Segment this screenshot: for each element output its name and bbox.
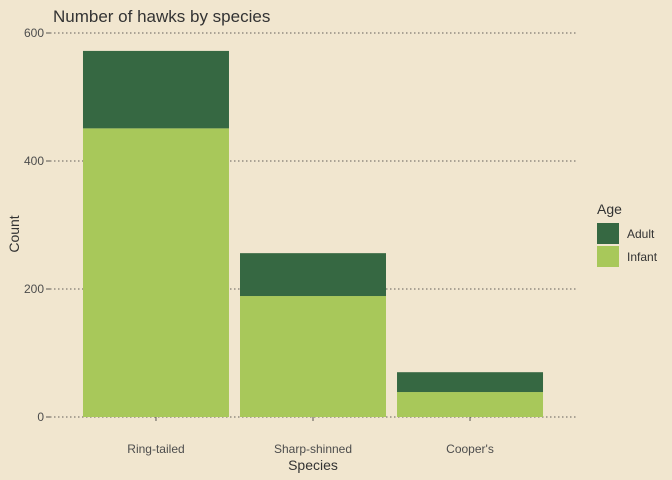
bar-infant: [240, 296, 386, 417]
y-tick-label: 0: [37, 410, 44, 424]
bar-infant: [82, 128, 229, 418]
legend-title: Age: [597, 201, 622, 217]
legend: Age Adult Infant: [597, 201, 658, 267]
legend-swatch-infant: [597, 246, 619, 267]
x-tick-label: Sharp-shinned: [274, 442, 352, 456]
bar-adult: [240, 253, 386, 297]
bars: [82, 50, 544, 418]
x-tick-label: Ring-tailed: [127, 442, 184, 456]
legend-swatch-adult: [597, 223, 619, 244]
legend-label-infant: Infant: [627, 250, 658, 264]
bar-adult: [397, 372, 544, 393]
y-tick-label: 200: [24, 282, 44, 296]
y-tick-label: 400: [24, 154, 44, 168]
bar-adult: [82, 50, 229, 129]
x-axis-ticks: Ring-tailed Sharp-shinned Cooper's: [127, 417, 494, 456]
x-axis-title: Species: [288, 457, 338, 473]
y-axis-title: Count: [6, 215, 22, 252]
y-tick-label: 600: [24, 26, 44, 40]
bar-infant: [397, 392, 544, 417]
legend-label-adult: Adult: [627, 227, 655, 241]
x-tick-label: Cooper's: [446, 442, 494, 456]
y-axis-ticks: 0 200 400 600: [24, 26, 50, 424]
chart-title: Number of hawks by species: [53, 7, 270, 26]
